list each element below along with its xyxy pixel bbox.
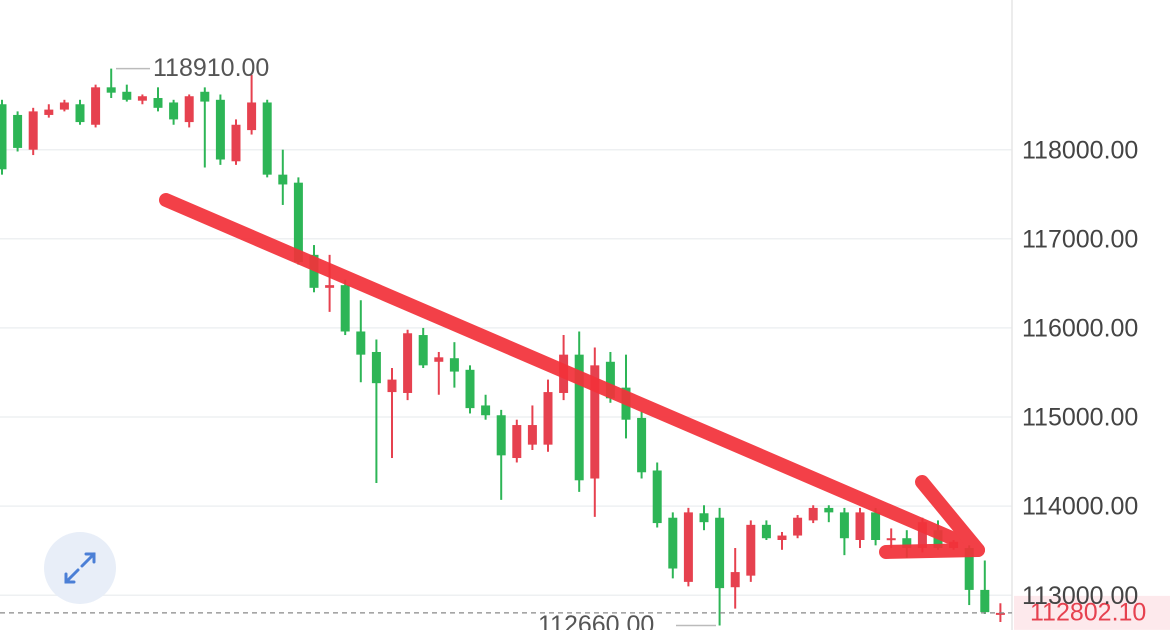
candle-body bbox=[215, 99, 225, 160]
candle-body bbox=[247, 102, 257, 131]
candle-body bbox=[325, 285, 335, 288]
candle-body bbox=[574, 354, 584, 481]
candle-body bbox=[746, 524, 756, 576]
candle-body bbox=[309, 254, 319, 288]
expand-icon[interactable] bbox=[64, 552, 96, 584]
high-label: 118910.00 bbox=[153, 54, 269, 82]
candle-body bbox=[28, 111, 38, 150]
candle-body bbox=[605, 361, 615, 399]
candle-body bbox=[902, 538, 912, 549]
candle-body bbox=[917, 522, 927, 549]
candle-body bbox=[668, 517, 678, 569]
candle-body bbox=[13, 114, 23, 148]
candle-body bbox=[590, 365, 600, 479]
candle-body bbox=[434, 357, 444, 362]
y-tick-label: 113000.00 bbox=[1022, 582, 1138, 610]
candle-body bbox=[730, 572, 740, 588]
candle-body bbox=[418, 335, 428, 366]
candle-body bbox=[356, 331, 366, 355]
candle-body bbox=[262, 102, 272, 175]
arrow-shaft bbox=[159, 193, 982, 555]
candle-body bbox=[278, 174, 288, 185]
candle-body bbox=[75, 104, 85, 123]
candle-body bbox=[871, 512, 881, 540]
candle-body bbox=[371, 351, 381, 384]
candle-body bbox=[964, 548, 974, 590]
candle-body bbox=[293, 182, 303, 262]
candle-body bbox=[855, 512, 865, 540]
candle-body bbox=[761, 524, 771, 539]
candle-body bbox=[231, 124, 241, 162]
candle-body bbox=[44, 109, 54, 115]
candle-body bbox=[122, 91, 132, 100]
candle-body bbox=[637, 417, 647, 473]
candle-body bbox=[387, 379, 397, 393]
trend-arrow bbox=[159, 193, 985, 559]
candle-body bbox=[169, 102, 179, 120]
last-price-label: 112802.10 bbox=[1030, 598, 1146, 626]
candle-body bbox=[683, 512, 693, 582]
candle-body bbox=[808, 507, 818, 521]
y-tick-label: 118000.00 bbox=[1022, 136, 1138, 164]
arrow-head bbox=[879, 543, 985, 559]
candle-body bbox=[793, 517, 803, 536]
candle-body bbox=[106, 87, 116, 93]
low-label: 112660.00 bbox=[538, 611, 654, 630]
candle-body bbox=[995, 612, 1005, 615]
candle-body bbox=[59, 102, 69, 110]
candle-body bbox=[184, 96, 194, 123]
candle-body bbox=[340, 285, 350, 332]
candle-body bbox=[403, 333, 413, 393]
candle-body bbox=[512, 425, 522, 459]
expand-button[interactable] bbox=[44, 532, 116, 604]
candle-body bbox=[543, 392, 553, 445]
candle-body bbox=[886, 538, 896, 541]
candle-body bbox=[527, 425, 537, 445]
y-tick-label: 114000.00 bbox=[1022, 493, 1138, 521]
y-tick-label: 117000.00 bbox=[1022, 225, 1138, 253]
annotations: 118910.00 112660.00 112802.10 bbox=[0, 54, 1170, 630]
candle-body bbox=[824, 507, 834, 513]
candle-body bbox=[481, 405, 491, 416]
last-price-tag bbox=[1014, 595, 1170, 630]
candle-body bbox=[200, 91, 210, 102]
candle-body bbox=[652, 470, 662, 524]
candle-body bbox=[496, 415, 506, 456]
candle-body bbox=[980, 589, 990, 613]
candle-body bbox=[137, 96, 147, 101]
candle-body bbox=[0, 104, 7, 170]
expand-button-bg[interactable] bbox=[44, 532, 116, 604]
arrow-head bbox=[915, 475, 985, 557]
candle-body bbox=[777, 535, 787, 540]
candle-body bbox=[153, 98, 163, 108]
candle-body bbox=[91, 87, 101, 125]
candle-body bbox=[839, 512, 849, 539]
candle-body bbox=[465, 369, 475, 409]
y-tick-label: 115000.00 bbox=[1022, 404, 1138, 432]
grid bbox=[0, 148, 1012, 596]
candle-body bbox=[699, 513, 709, 523]
candle-body bbox=[715, 517, 725, 589]
candle-body bbox=[449, 358, 459, 372]
y-tick-label: 116000.00 bbox=[1022, 315, 1138, 343]
